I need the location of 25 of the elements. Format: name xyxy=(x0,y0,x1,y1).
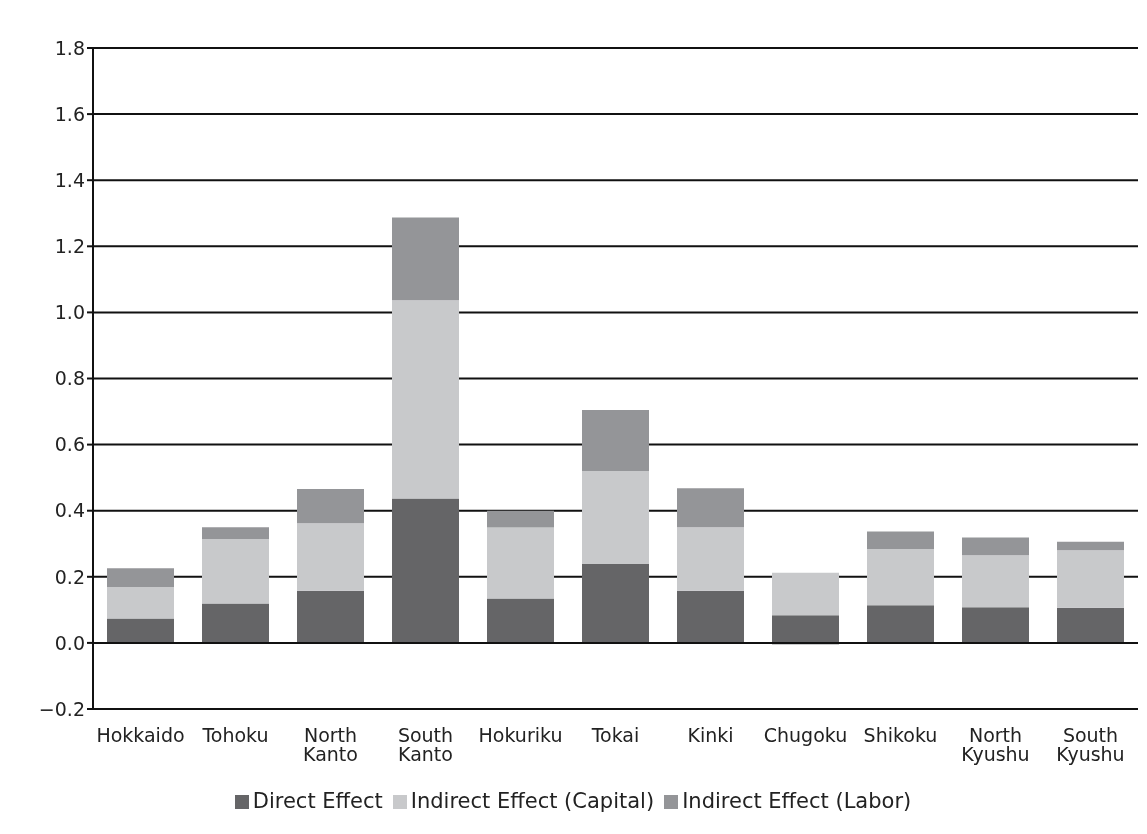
x-tick-label: Tohoku xyxy=(201,724,269,747)
x-tick-label: Kinki xyxy=(687,724,734,747)
y-tick-label: 1.6 xyxy=(54,102,85,125)
y-tick-label: 1.2 xyxy=(54,235,85,258)
legend-label: Direct Effect xyxy=(252,789,383,813)
y-tick-label: 1.8 xyxy=(54,36,85,59)
x-tick-label: South Kyushu xyxy=(1056,724,1125,766)
x-tick-label: Tokai xyxy=(590,724,640,747)
x-tick-label: North Kanto xyxy=(303,724,358,766)
y-tick-label: 0.4 xyxy=(54,499,85,522)
legend-label: Indirect Effect (Labor) xyxy=(682,789,912,813)
x-tick-label: Shikoku xyxy=(863,724,938,747)
y-tick-label: 0.8 xyxy=(54,367,85,390)
y-tick-label: 0.2 xyxy=(54,565,85,588)
x-tick-label: Chugoku xyxy=(763,724,848,747)
y-tick-label: 0.6 xyxy=(54,433,85,456)
x-tick-label: Hokuriku xyxy=(478,724,563,747)
legend-label: Indirect Effect (Capital) xyxy=(410,789,655,813)
x-tick-label: South Kanto xyxy=(397,724,454,766)
y-tick-label: −0.2 xyxy=(38,697,85,720)
y-tick-label: 1.0 xyxy=(54,301,85,324)
x-tick-label: Hokkaido xyxy=(96,724,185,747)
x-tick-label: North Kyushu xyxy=(961,724,1030,766)
y-tick-label: 1.4 xyxy=(54,168,85,191)
y-tick-label: 0.0 xyxy=(54,631,85,654)
